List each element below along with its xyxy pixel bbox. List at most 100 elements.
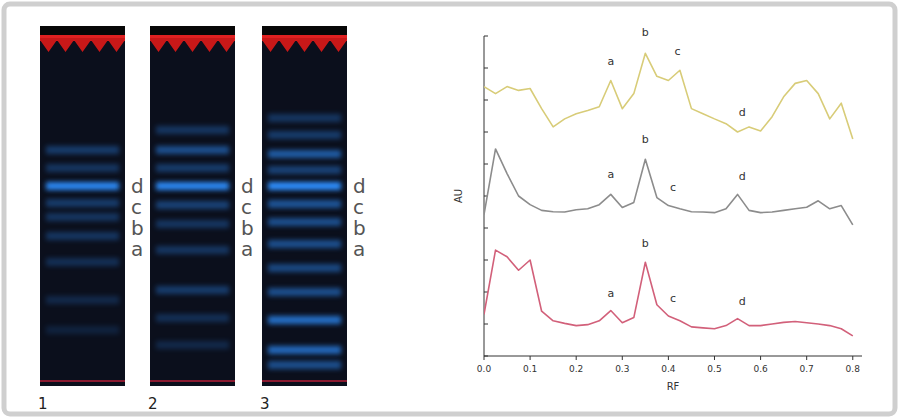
peak-label: b [642, 26, 649, 39]
x-tick [852, 356, 853, 360]
trace [484, 53, 853, 139]
front-fringe [150, 38, 235, 52]
peak-label: c [670, 181, 676, 194]
peak-label: b [642, 133, 649, 146]
band [46, 199, 119, 207]
x-tick [806, 356, 807, 360]
x-tick-label: 0.4 [661, 364, 676, 374]
y-tick [484, 100, 488, 101]
lane-number: 1 [38, 395, 48, 413]
trace [484, 250, 853, 336]
band [156, 246, 229, 254]
x-tick [760, 356, 761, 360]
y-tick [484, 36, 488, 37]
peak-label: a [607, 55, 614, 68]
band [46, 258, 119, 266]
band [156, 146, 229, 154]
x-tick-label: 0.2 [569, 364, 583, 374]
band [46, 232, 119, 240]
x-axis [484, 356, 862, 357]
lane-number: 3 [260, 395, 270, 413]
band [156, 341, 229, 349]
band [268, 316, 341, 324]
front-fringe [40, 38, 125, 52]
plot-lines [484, 53, 853, 336]
band [46, 213, 119, 221]
plate [150, 26, 235, 386]
tlc-lane [40, 26, 125, 386]
y-tick [484, 356, 488, 357]
x-tick-label: 0.0 [477, 364, 492, 374]
peak-label: c [670, 292, 676, 305]
band-label: a [131, 237, 143, 261]
peak-label: b [642, 237, 649, 250]
peak-label: d [739, 106, 746, 119]
y-axis-title: AU [453, 189, 464, 203]
x-tick-label: 0.3 [615, 364, 629, 374]
lane-number: 2 [148, 395, 158, 413]
band [268, 288, 341, 296]
x-tick-label: 0.1 [523, 364, 537, 374]
band [46, 146, 119, 154]
band [46, 182, 119, 190]
band [156, 182, 229, 190]
plate [262, 26, 347, 386]
band [268, 346, 341, 354]
tlc-lane [150, 26, 235, 386]
x-tick [668, 356, 669, 360]
y-tick [484, 260, 488, 261]
band [268, 218, 341, 226]
peak-label: d [739, 170, 746, 183]
plate-top [262, 26, 347, 36]
peak-label: c [675, 45, 681, 58]
band [156, 220, 229, 228]
peak-label: d [739, 295, 746, 308]
x-axis-title: RF [667, 381, 680, 392]
y-tick [484, 132, 488, 133]
x-tick [484, 356, 485, 360]
y-tick [484, 68, 488, 69]
origin-line [262, 380, 347, 382]
band [156, 164, 229, 172]
frame [4, 4, 895, 414]
band [268, 200, 341, 208]
x-tick [530, 356, 531, 360]
band [156, 201, 229, 209]
band [268, 264, 341, 272]
trace [484, 149, 853, 225]
band [268, 361, 341, 369]
band [156, 314, 229, 322]
front-fringe [262, 38, 347, 52]
tlc-lane [262, 26, 347, 386]
x-tick-label: 0.8 [846, 364, 861, 374]
band [268, 150, 341, 158]
figure: d c b a 1 d c b a 2 d c b a 3 0.0 0.1 0.2 0.3 0.4 0.5 0.6 0.7 0… [0, 0, 899, 418]
x-tick-label: 0.6 [753, 364, 768, 374]
band [268, 182, 341, 190]
band [46, 326, 119, 334]
annotations: a b c d a b c d a b c d [607, 26, 745, 308]
band [156, 126, 229, 134]
plate-top [150, 26, 235, 36]
origin-line [150, 380, 235, 382]
peak-label: a [607, 168, 614, 181]
plate [40, 26, 125, 386]
band [268, 240, 341, 248]
x-tick [714, 356, 715, 360]
x-tick-label: 0.7 [800, 364, 814, 374]
band [268, 166, 341, 174]
y-tick [484, 164, 488, 165]
band [268, 114, 341, 122]
peak-label: a [607, 287, 614, 300]
x-tick [622, 356, 623, 360]
band [156, 286, 229, 294]
band [46, 296, 119, 304]
band-label: a [241, 237, 253, 261]
y-tick [484, 324, 488, 325]
origin-line [40, 380, 125, 382]
y-tick [484, 228, 488, 229]
plate-top [40, 26, 125, 36]
band [268, 131, 341, 139]
x-tick-label: 0.5 [707, 364, 721, 374]
band [46, 164, 119, 172]
